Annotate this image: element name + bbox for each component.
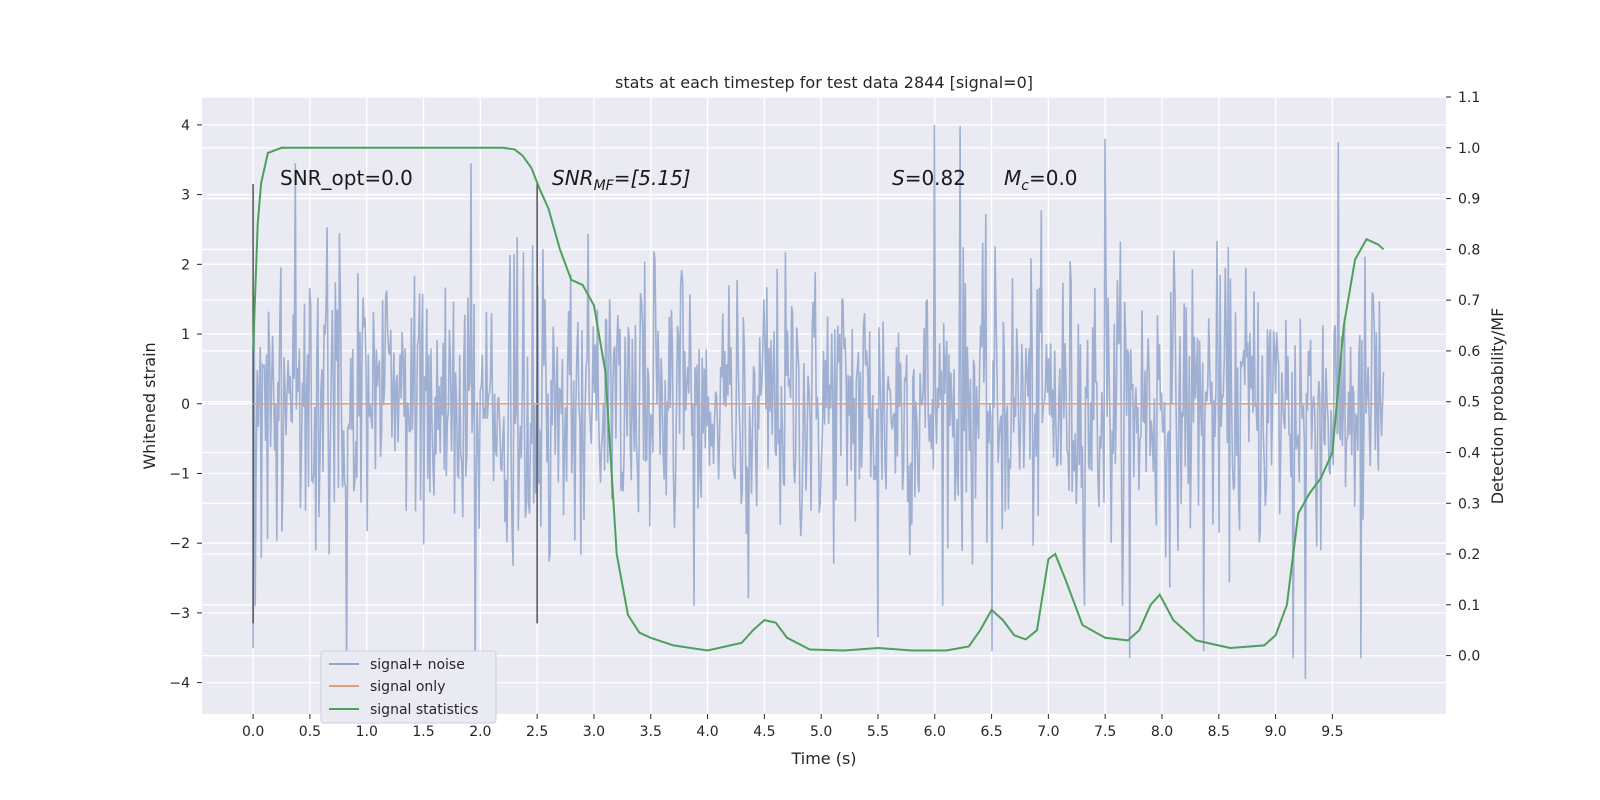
x-tick-label: 8.0 (1151, 724, 1173, 740)
y-tick-label: −4 (169, 676, 190, 692)
x-tick-label: 6.5 (980, 724, 1002, 740)
x-tick-label: 1.5 (412, 724, 434, 740)
s-value: =0.82 (905, 166, 966, 190)
x-tick-label: 3.5 (640, 724, 662, 740)
y-tick-label: −3 (169, 606, 190, 622)
y2-tick-label: 0.0 (1458, 649, 1480, 665)
x-tick-label: 2.0 (469, 724, 491, 740)
y2-tick-label: 0.8 (1458, 242, 1480, 258)
snr-mf-value: =[5.15] (614, 166, 691, 190)
y2-axis-ticks: 1.1 1.0 0.9 0.8 0.7 0.6 0.5 0.4 0.3 0.2 0.1 0.0 (1446, 90, 1480, 665)
y-tick-label: 1 (181, 327, 190, 343)
mc-symbol: M (1004, 166, 1021, 190)
y2-tick-label: 0.1 (1458, 598, 1480, 614)
snr-mf-symbol: SNR (552, 166, 594, 190)
annotation-s: S=0.82 (892, 166, 966, 190)
x-tick-label: 5.0 (810, 724, 832, 740)
y2-tick-label: 0.6 (1458, 344, 1480, 360)
y2-axis-label: Detection probability/MF (1488, 308, 1507, 505)
signal-noise-series (252, 124, 1385, 687)
signal-noise-line (252, 124, 1385, 687)
x-tick-label: 6.0 (924, 724, 946, 740)
x-tick-label: 5.5 (867, 724, 889, 740)
mc-subscript: c (1021, 178, 1029, 194)
x-tick-label: 3.0 (583, 724, 605, 740)
y-tick-label: −1 (169, 466, 190, 482)
x-tick-label: 1.0 (356, 724, 378, 740)
snr-mf-subscript: MF (594, 178, 615, 194)
s-symbol: S (892, 166, 905, 190)
x-tick-label: 2.5 (526, 724, 548, 740)
legend-label-signal-statistics: signal statistics (370, 702, 478, 718)
y2-tick-label: 0.5 (1458, 395, 1480, 411)
x-tick-label: 4.0 (696, 724, 718, 740)
x-tick-label: 9.5 (1321, 724, 1343, 740)
legend-label-signal-noise: signal+ noise (370, 657, 465, 673)
y-tick-label: 3 (181, 188, 190, 204)
y-tick-label: −2 (169, 536, 190, 552)
y-tick-label: 2 (181, 257, 190, 273)
annotation-snr-mf: SNRMF=[5.15] (552, 166, 691, 194)
y-axis-ticks: 4 3 2 1 0 −1 −2 −3 −4 (169, 118, 202, 692)
legend: signal+ noise signal only signal statist… (320, 650, 497, 724)
x-tick-label: 7.5 (1094, 724, 1116, 740)
x-axis-ticks: 0.0 0.5 1.0 1.5 2.0 2.5 3.0 3.5 4.0 4.5 5.0 5.5 6.0 6… (242, 714, 1344, 740)
annotation-mc: Mc=0.0 (1004, 166, 1078, 194)
y2-tick-label: 0.9 (1458, 192, 1480, 208)
y-axis-label: Whitened strain (140, 342, 159, 469)
legend-box (320, 650, 497, 724)
y2-tick-label: 0.2 (1458, 547, 1480, 563)
x-tick-label: 8.5 (1208, 724, 1230, 740)
legend-label-signal-only: signal only (370, 679, 445, 695)
x-tick-label: 4.5 (753, 724, 775, 740)
chart-title: stats at each timestep for test data 284… (615, 73, 1033, 92)
x-tick-label: 9.0 (1264, 724, 1286, 740)
x-tick-label: 0.0 (242, 724, 264, 740)
y-tick-label: 0 (181, 397, 190, 413)
mc-value: =0.0 (1029, 166, 1078, 190)
x-tick-label: 0.5 (299, 724, 321, 740)
y2-tick-label: 1.1 (1458, 90, 1480, 106)
x-tick-label: 7.0 (1037, 724, 1059, 740)
y2-tick-label: 0.4 (1458, 445, 1480, 461)
signal-statistics-series (252, 146, 1385, 652)
y-tick-label: 4 (181, 118, 190, 134)
y2-tick-label: 1.0 (1458, 141, 1480, 157)
y2-tick-label: 0.3 (1458, 496, 1480, 512)
x-axis-label: Time (s) (790, 749, 856, 768)
annotation-snr-opt: SNR_opt=0.0 (280, 166, 413, 190)
y2-tick-label: 0.7 (1458, 293, 1480, 309)
